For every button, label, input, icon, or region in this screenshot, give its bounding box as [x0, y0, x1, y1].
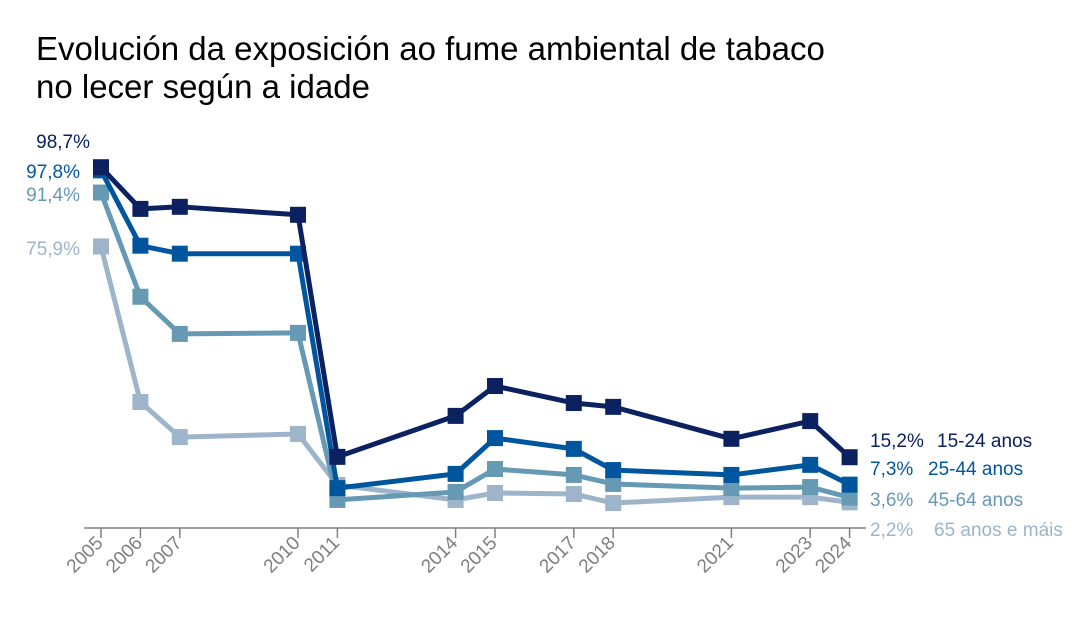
data-point-marker — [290, 324, 306, 341]
data-point-marker — [132, 288, 149, 305]
x-tick-label: 2014 — [417, 532, 462, 577]
data-point-marker — [447, 483, 464, 500]
x-tick-label: 2017 — [536, 533, 581, 578]
data-point-marker — [171, 198, 188, 215]
series-15-24-anos: 98,7% 15,2% 15-24 anos — [36, 132, 1032, 466]
data-point-marker — [487, 378, 503, 395]
data-point-marker — [802, 456, 819, 473]
series-name-label: 25-44 anos — [928, 459, 1023, 480]
data-point-marker — [605, 398, 622, 415]
series-line — [99, 165, 852, 460]
data-point-marker — [329, 480, 346, 497]
data-point-marker — [329, 448, 346, 465]
series-25-44-anos: 97,8% 7,3% 25-44 anos — [26, 162, 1023, 497]
start-value-label: 97,8% — [26, 162, 80, 183]
data-point-marker — [565, 486, 582, 503]
data-point-marker — [723, 430, 740, 447]
series-name-label: 15-24 anos — [937, 431, 1032, 452]
data-point-marker — [447, 465, 464, 482]
x-tick-label: 2011 — [300, 533, 344, 577]
data-point-marker — [290, 206, 306, 223]
data-point-marker — [171, 245, 188, 262]
end-value-label: 15,2% — [870, 431, 924, 452]
start-value-label: 98,7% — [36, 132, 90, 153]
data-point-marker — [565, 440, 582, 457]
series-name-label: 65 anos e máis — [934, 520, 1063, 541]
series-name-label: 45-64 anos — [928, 490, 1023, 511]
x-tick-label: 2006 — [102, 533, 147, 578]
end-value-label: 2,2% — [870, 520, 913, 541]
data-point-marker — [565, 395, 582, 412]
x-tick-label: 2018 — [575, 533, 620, 578]
data-point-marker — [605, 475, 622, 492]
data-point-marker — [723, 480, 740, 497]
data-point-marker — [447, 407, 464, 424]
data-point-marker — [565, 466, 582, 483]
data-point-marker — [487, 484, 503, 501]
data-point-marker — [290, 425, 306, 442]
data-point-marker — [171, 325, 188, 342]
title-line-2: no lecer según a idade — [36, 68, 370, 105]
data-point-marker — [171, 429, 188, 446]
data-point-marker — [723, 466, 740, 483]
data-point-marker — [132, 393, 149, 410]
data-point-marker — [605, 495, 622, 512]
data-point-marker — [605, 462, 622, 479]
start-value-label: 75,9% — [26, 239, 80, 260]
x-tick-label: 2010 — [260, 533, 305, 578]
data-point-marker — [487, 461, 503, 478]
data-point-marker — [841, 489, 858, 506]
chart-title: Evolución da exposición ao fume ambienta… — [36, 30, 825, 106]
data-point-marker — [841, 476, 858, 493]
data-point-marker — [132, 237, 149, 254]
x-tick-label: 2023 — [772, 533, 817, 578]
data-point-marker — [132, 200, 149, 217]
x-tick-label: 2005 — [63, 533, 108, 578]
data-point-marker — [841, 449, 858, 466]
x-tick-label: 2024 — [811, 532, 856, 577]
data-point-marker — [487, 430, 503, 447]
end-value-label: 3,6% — [870, 490, 913, 511]
end-value-label: 7,3% — [870, 459, 913, 480]
series-45-64-anos: 91,4% 3,6% 45-64 anos — [26, 184, 1023, 511]
data-point-marker — [93, 159, 109, 176]
data-point-marker — [802, 413, 819, 430]
x-tick-label: 2007 — [142, 533, 187, 578]
data-point-marker — [93, 238, 109, 255]
start-value-label: 91,4% — [26, 185, 80, 206]
title-line-1: Evolución da exposición ao fume ambienta… — [36, 30, 825, 67]
series-line — [98, 245, 850, 506]
x-tick-label: 2021 — [693, 533, 738, 578]
data-point-marker — [802, 479, 819, 496]
data-point-marker — [93, 184, 109, 201]
x-tick-label: 2015 — [457, 533, 502, 578]
